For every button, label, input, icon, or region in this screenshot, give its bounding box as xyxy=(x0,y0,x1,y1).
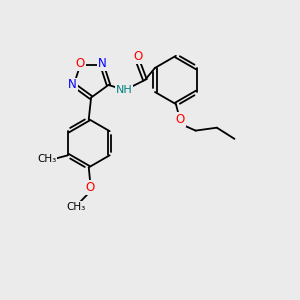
Text: N: N xyxy=(68,79,77,92)
Text: O: O xyxy=(176,113,185,126)
Text: CH₃: CH₃ xyxy=(37,154,56,164)
Text: CH₃: CH₃ xyxy=(66,202,85,212)
Text: O: O xyxy=(133,50,142,63)
Text: NH: NH xyxy=(116,85,132,95)
Text: N: N xyxy=(98,57,107,70)
Text: O: O xyxy=(76,57,85,70)
Text: O: O xyxy=(85,181,95,194)
